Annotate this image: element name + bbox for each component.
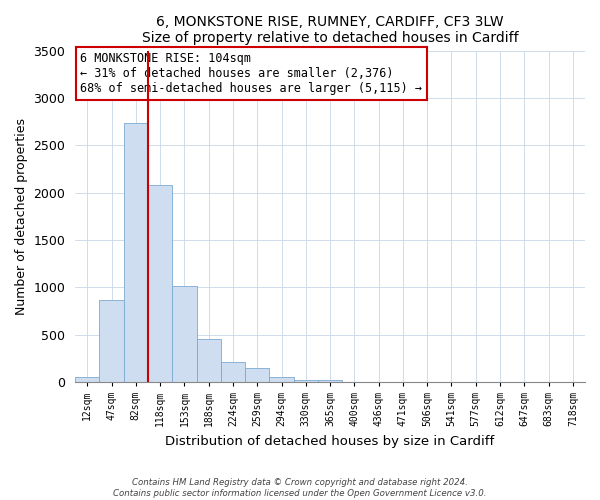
Bar — [221, 362, 245, 382]
Bar — [269, 376, 293, 382]
Text: Contains HM Land Registry data © Crown copyright and database right 2024.
Contai: Contains HM Land Registry data © Crown c… — [113, 478, 487, 498]
Text: 6 MONKSTONE RISE: 104sqm
← 31% of detached houses are smaller (2,376)
68% of sem: 6 MONKSTONE RISE: 104sqm ← 31% of detach… — [80, 52, 422, 95]
Bar — [75, 376, 100, 382]
Bar — [148, 186, 172, 382]
Bar — [293, 380, 318, 382]
Bar — [100, 300, 124, 382]
Bar — [318, 380, 342, 382]
Y-axis label: Number of detached properties: Number of detached properties — [15, 118, 28, 314]
Title: 6, MONKSTONE RISE, RUMNEY, CARDIFF, CF3 3LW
Size of property relative to detache: 6, MONKSTONE RISE, RUMNEY, CARDIFF, CF3 … — [142, 15, 518, 45]
Bar — [197, 339, 221, 382]
Bar — [245, 368, 269, 382]
Bar — [172, 286, 197, 382]
Bar — [124, 124, 148, 382]
X-axis label: Distribution of detached houses by size in Cardiff: Distribution of detached houses by size … — [166, 434, 495, 448]
